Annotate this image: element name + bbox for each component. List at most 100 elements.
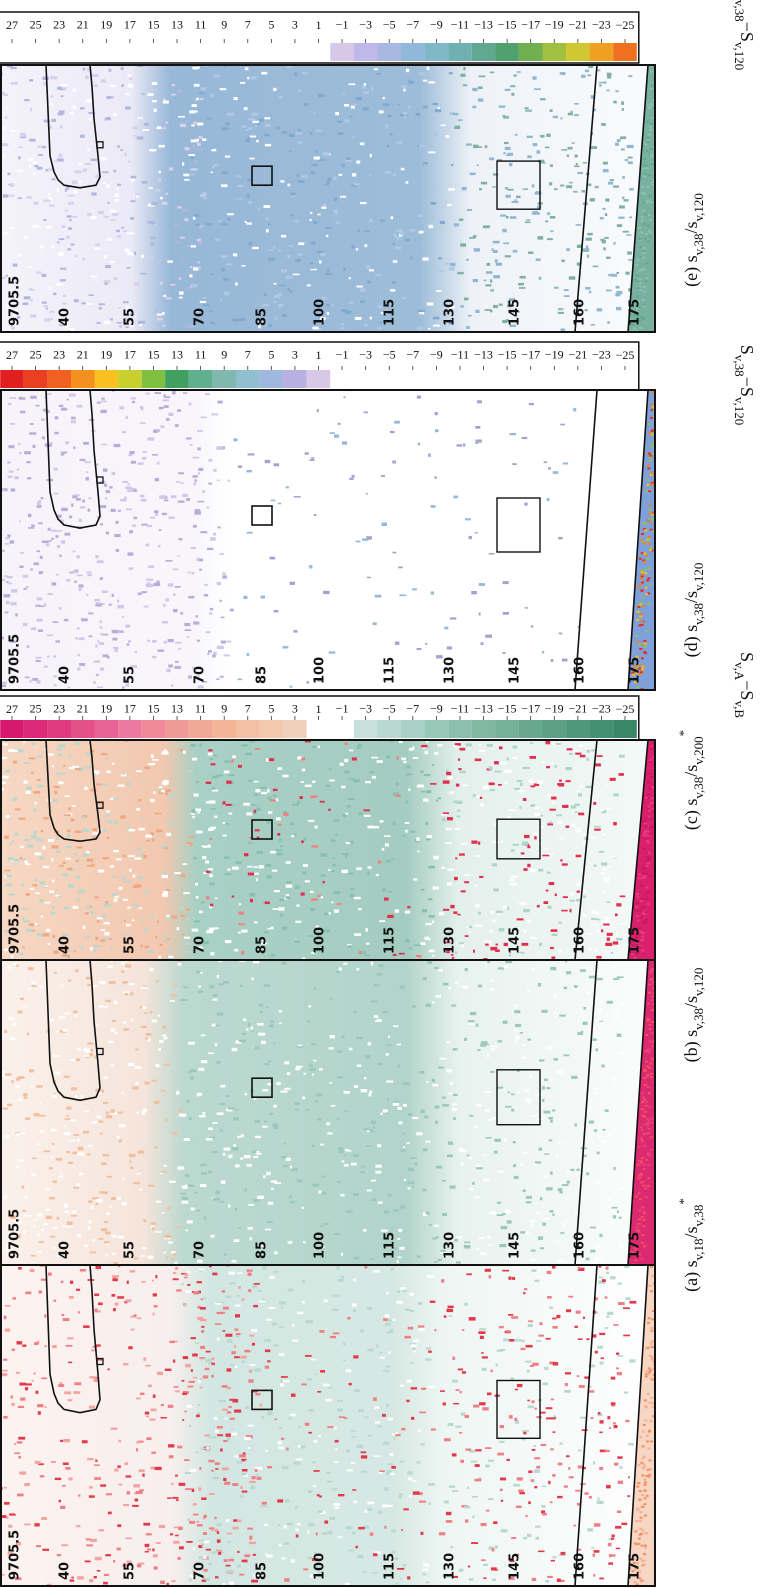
echo-speck <box>264 293 267 296</box>
echo-speck <box>467 1023 473 1025</box>
echo-speck <box>337 1118 340 1120</box>
echo-speck <box>613 1324 618 1326</box>
echo-speck <box>545 1047 552 1049</box>
echo-speck <box>384 1487 389 1490</box>
echo-speck <box>201 1448 206 1450</box>
echo-speck <box>42 77 48 81</box>
echo-speck <box>138 799 141 802</box>
echo-speck <box>193 1503 197 1505</box>
echo-speck <box>341 164 345 167</box>
echo-speck <box>417 648 422 650</box>
echo-speck <box>14 1452 20 1454</box>
echo-speck <box>150 517 155 519</box>
echo-speck <box>143 1109 147 1112</box>
echo-speck <box>450 905 454 908</box>
echo-speck <box>506 1330 510 1333</box>
echo-speck <box>262 1299 265 1301</box>
echo-speck <box>511 1094 515 1096</box>
depth-label: 100 <box>313 657 328 684</box>
seabed-speck <box>641 1206 644 1208</box>
echo-speck <box>540 1412 545 1414</box>
echo-speck <box>166 560 173 562</box>
echo-speck <box>251 1580 258 1583</box>
echo-speck <box>144 1012 148 1014</box>
echo-speck <box>24 99 29 101</box>
echo-speck <box>67 399 69 401</box>
echo-speck <box>551 1399 554 1401</box>
echo-speck <box>469 1317 476 1321</box>
echo-speck <box>44 1223 48 1225</box>
echo-speck <box>83 68 86 71</box>
echo-speck <box>60 1440 63 1442</box>
echo-speck <box>620 896 626 898</box>
echo-speck <box>304 1073 307 1075</box>
echo-speck <box>277 833 280 836</box>
echo-speck <box>37 779 41 781</box>
echo-speck <box>114 1469 118 1472</box>
echo-speck <box>59 607 62 610</box>
echo-speck <box>95 244 100 247</box>
echo-speck <box>269 1276 274 1279</box>
echo-speck <box>104 1574 109 1576</box>
echo-speck <box>19 397 26 399</box>
echo-speck <box>495 1545 498 1549</box>
echo-speck <box>119 307 121 309</box>
echo-speck <box>473 794 476 797</box>
echo-speck <box>63 1463 69 1466</box>
echo-speck <box>385 124 388 127</box>
echo-speck <box>590 1227 596 1229</box>
echo-speck <box>44 1345 47 1347</box>
echo-speck <box>244 853 248 856</box>
echo-speck <box>178 963 182 966</box>
echo-speck <box>158 179 161 182</box>
echo-speck <box>206 896 209 900</box>
echo-speck <box>125 326 128 328</box>
echo-speck <box>58 1384 64 1387</box>
echo-speck <box>195 883 198 886</box>
echo-speck <box>200 1378 202 1380</box>
echo-speck <box>235 1329 239 1331</box>
echo-speck <box>327 181 330 184</box>
echo-speck <box>545 1580 549 1583</box>
echo-speck <box>404 115 406 118</box>
echo-speck <box>498 967 505 969</box>
seabed-speck <box>646 887 649 889</box>
seabed-speck <box>650 1073 653 1075</box>
echo-speck <box>485 1465 489 1468</box>
echo-speck <box>132 127 138 130</box>
echo-speck <box>101 929 105 931</box>
echo-speck <box>534 1164 537 1166</box>
seabed-speck <box>645 892 648 894</box>
echo-speck <box>11 1080 13 1083</box>
echo-speck <box>255 1469 258 1472</box>
echo-speck <box>447 868 454 871</box>
depth-label: 130 <box>443 1232 458 1259</box>
echo-speck <box>374 68 378 70</box>
echo-speck <box>201 1299 204 1301</box>
echo-speck <box>143 1219 146 1222</box>
echo-speck <box>436 290 441 292</box>
echo-speck <box>194 512 201 515</box>
echo-speck <box>24 762 30 764</box>
echo-speck <box>581 1031 584 1033</box>
echo-speck <box>117 1136 120 1139</box>
echo-speck <box>28 967 33 970</box>
echo-speck <box>370 1000 377 1002</box>
echo-speck <box>421 1388 426 1390</box>
echo-speck <box>223 1307 229 1310</box>
seabed-speck <box>648 1051 651 1053</box>
echo-speck <box>192 1489 195 1492</box>
echo-speck <box>110 865 114 867</box>
echo-speck <box>361 1451 367 1453</box>
echo-speck <box>296 1534 299 1537</box>
seabed-speck <box>640 1173 643 1175</box>
echo-speck <box>119 1124 126 1127</box>
echo-speck <box>407 1142 410 1144</box>
seabed-speck <box>646 1435 649 1437</box>
echo-speck <box>302 1280 305 1283</box>
seabed-speck <box>641 1101 644 1103</box>
echo-speck <box>18 254 20 256</box>
echo-speck <box>594 826 601 828</box>
echo-speck <box>549 882 555 885</box>
seabed-speck <box>649 460 652 462</box>
